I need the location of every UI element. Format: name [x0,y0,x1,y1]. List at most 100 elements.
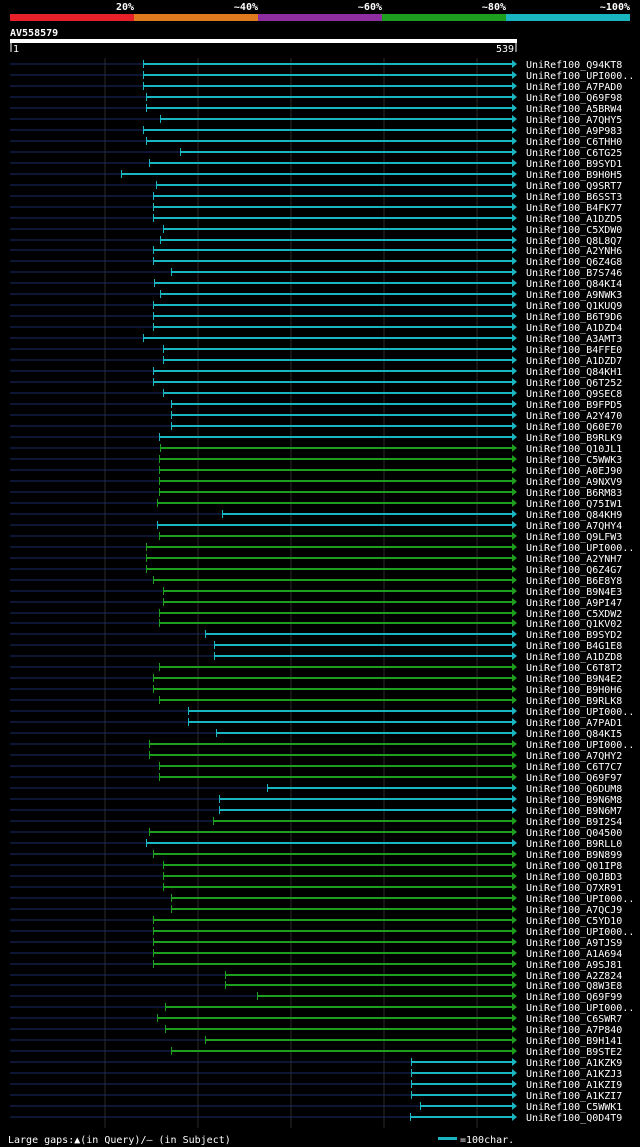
hit-row[interactable]: UniRef100_A2Z824 [10,971,622,982]
hit-row[interactable]: UniRef100_Q9SEC8 [10,389,622,400]
hit-label[interactable]: UniRef100_Q84KH9 [526,510,622,521]
hit-label[interactable]: UniRef100_C5WWK1 [526,1102,622,1113]
hit-label[interactable]: UniRef100_B4G1E8 [526,641,622,652]
hit-bar[interactable] [149,743,512,745]
hit-row[interactable]: UniRef100_Q6DUM8 [10,784,622,795]
hit-bar[interactable] [159,776,512,778]
hit-row[interactable]: UniRef100_B7S746 [10,268,622,279]
hit-row[interactable]: UniRef100_A5BRW4 [10,104,622,115]
hit-row[interactable]: UniRef100_B9N899 [10,850,622,861]
hit-label[interactable]: UniRef100_B9N899 [526,850,622,861]
hit-label[interactable]: UniRef100_B4FK77 [526,203,622,214]
hit-bar[interactable] [143,63,512,65]
hit-bar[interactable] [153,919,512,921]
hit-label[interactable]: UniRef100_A2Z824 [526,971,622,982]
hit-row[interactable]: UniRef100_Q84KI4 [10,279,622,290]
hit-bar[interactable] [146,140,512,142]
hit-label[interactable]: UniRef100_Q69F99 [526,992,622,1003]
hit-row[interactable]: UniRef100_A7PAD1 [10,718,622,729]
hit-label[interactable]: UniRef100_Q0D4T9 [526,1113,622,1124]
hit-label[interactable]: UniRef100_A9NWK3 [526,290,622,301]
hit-bar[interactable] [163,359,512,361]
hit-row[interactable]: UniRef100_UPI000.. [10,740,634,751]
hit-row[interactable]: UniRef100_Q69F97 [10,773,622,784]
hit-label[interactable]: UniRef100_A9P983 [526,126,622,137]
hit-row[interactable]: UniRef100_Q69F98 [10,93,622,104]
hit-row[interactable]: UniRef100_UPI000.. [10,543,634,554]
hit-label[interactable]: UniRef100_B9STE2 [526,1047,622,1058]
hit-label[interactable]: UniRef100_A5BRW4 [526,104,622,115]
hit-row[interactable]: UniRef100_A2YNH6 [10,246,622,257]
hit-bar[interactable] [159,765,512,767]
hit-bar[interactable] [216,732,512,734]
hit-label[interactable]: UniRef100_UPI000.. [526,71,634,82]
hit-label[interactable]: UniRef100_B9I2S4 [526,817,622,828]
hit-bar[interactable] [411,1072,512,1074]
hit-row[interactable]: UniRef100_Q8L8Q7 [10,236,622,247]
hit-label[interactable]: UniRef100_A9NXV9 [526,477,622,488]
hit-bar[interactable] [159,458,512,460]
hit-row[interactable]: UniRef100_A7P840 [10,1025,622,1036]
hit-bar[interactable] [214,655,512,657]
hit-bar[interactable] [160,239,512,241]
hit-label[interactable]: UniRef100_Q0JBD3 [526,872,622,883]
hit-label[interactable]: UniRef100_A1DZD7 [526,356,622,367]
hit-label[interactable]: UniRef100_Q6Z4G7 [526,565,622,576]
hit-label[interactable]: UniRef100_B7S746 [526,268,622,279]
hit-bar[interactable] [146,546,512,548]
hit-label[interactable]: UniRef100_Q6T252 [526,378,622,389]
hit-row[interactable]: UniRef100_Q8W3E8 [10,981,622,992]
hit-bar[interactable] [157,524,512,526]
hit-bar[interactable] [153,677,512,679]
hit-row[interactable]: UniRef100_A7QHY2 [10,751,622,762]
hit-bar[interactable] [153,315,512,317]
hit-bar[interactable] [153,249,512,251]
hit-row[interactable]: UniRef100_B9I2S4 [10,817,622,828]
hit-row[interactable]: UniRef100_B9RLK9 [10,433,622,444]
hit-bar[interactable] [411,1083,512,1085]
hit-bar[interactable] [219,798,512,800]
hit-label[interactable]: UniRef100_UPI000.. [526,894,634,905]
hit-row[interactable]: UniRef100_A1DZD8 [10,652,622,663]
hit-row[interactable]: UniRef100_A1A694 [10,949,622,960]
hit-label[interactable]: UniRef100_A1A694 [526,949,622,960]
hit-row[interactable]: UniRef100_B9STE2 [10,1047,622,1058]
hit-bar[interactable] [153,853,512,855]
hit-row[interactable]: UniRef100_B6E8Y8 [10,576,622,587]
hit-bar[interactable] [159,491,512,493]
hit-bar[interactable] [143,129,512,131]
hit-bar[interactable] [160,447,512,449]
hit-label[interactable]: UniRef100_B9N6M7 [526,806,622,817]
hit-row[interactable]: UniRef100_B9RLK8 [10,696,622,707]
hit-row[interactable]: UniRef100_Q1KV02 [10,619,622,630]
hit-bar[interactable] [157,502,512,504]
hit-row[interactable]: UniRef100_B6SST3 [10,192,622,203]
hit-label[interactable]: UniRef100_Q84KI5 [526,729,622,740]
hit-bar[interactable] [410,1116,512,1118]
hit-label[interactable]: UniRef100_A1KZI7 [526,1091,622,1102]
hit-label[interactable]: UniRef100_B6SST3 [526,192,622,203]
hit-label[interactable]: UniRef100_A7QHY4 [526,521,622,532]
hit-row[interactable]: UniRef100_A1DZD4 [10,323,622,334]
hit-row[interactable]: UniRef100_Q0D4T9 [10,1113,622,1124]
hit-bar[interactable] [146,107,512,109]
hit-label[interactable]: UniRef100_C6T8T2 [526,663,622,674]
hit-row[interactable]: UniRef100_Q60E70 [10,422,622,433]
hit-bar[interactable] [149,831,512,833]
hit-bar[interactable] [146,842,512,844]
hit-bar[interactable] [205,1039,512,1041]
hit-bar[interactable] [153,579,512,581]
hit-row[interactable]: UniRef100_A1KZI9 [10,1080,622,1091]
hit-label[interactable]: UniRef100_Q04500 [526,828,622,839]
hit-row[interactable]: UniRef100_A1KZJ3 [10,1069,622,1080]
hit-row[interactable]: UniRef100_A7QCJ9 [10,905,622,916]
hit-label[interactable]: UniRef100_Q10JL1 [526,444,622,455]
hit-label[interactable]: UniRef100_C5XDW2 [526,609,622,620]
hit-row[interactable]: UniRef100_B9H141 [10,1036,622,1047]
hit-label[interactable]: UniRef100_B9RLK8 [526,696,622,707]
hit-label[interactable]: UniRef100_B9N4E3 [526,587,622,598]
hit-row[interactable]: UniRef100_B9N4E3 [10,587,622,598]
hit-row[interactable]: UniRef100_B9N4E2 [10,674,622,685]
hit-bar[interactable] [163,875,512,877]
hit-bar[interactable] [159,535,512,537]
